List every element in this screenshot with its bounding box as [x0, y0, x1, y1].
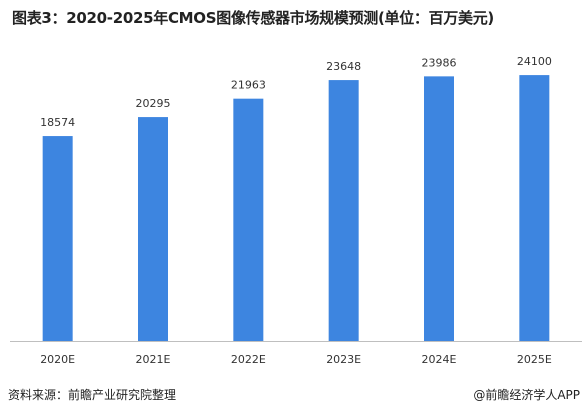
data-label-2023E: 23648	[326, 60, 361, 73]
x-tick-2023E: 2023E	[326, 353, 361, 366]
bar-2022E	[233, 98, 264, 341]
x-tick-2024E: 2024E	[422, 353, 457, 366]
bar-2021E	[138, 117, 168, 342]
bar-2024E	[424, 76, 454, 342]
bar-2023E	[328, 80, 359, 341]
data-label-2020E: 18574	[40, 116, 75, 129]
x-tick-2022E: 2022E	[231, 353, 266, 366]
x-tick-2025E: 2025E	[517, 353, 552, 366]
bar-2020E	[42, 136, 73, 341]
x-tick-2020E: 2020E	[40, 353, 75, 366]
x-tick-2021E: 2021E	[136, 353, 171, 366]
data-label-2024E: 23986	[422, 56, 457, 69]
data-label-2022E: 21963	[231, 79, 266, 92]
credit-text: @前瞻经济学人APP	[473, 388, 580, 402]
data-label-2021E: 20295	[136, 97, 171, 110]
bar-2025E	[519, 75, 550, 341]
chart-title: 图表3：2020-2025年CMOS图像传感器市场规模预测(单位：百万美元)	[12, 9, 494, 27]
data-label-2025E: 24100	[517, 55, 552, 68]
source-note: 资料来源：前瞻产业研究院整理	[8, 388, 177, 402]
